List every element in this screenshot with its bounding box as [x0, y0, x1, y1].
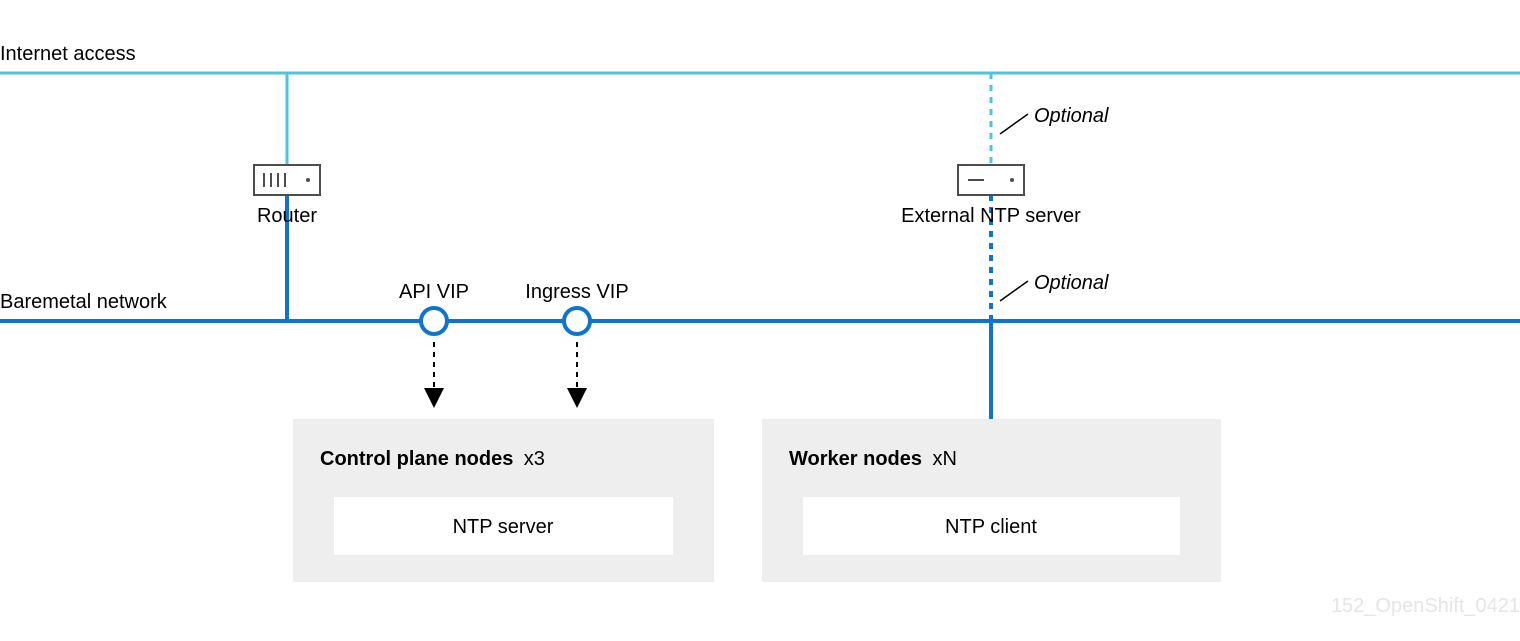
control-plane-title: Control plane nodes x3: [320, 448, 545, 470]
ingress-vip-label: Ingress VIP: [525, 281, 628, 303]
ntp-server-label: NTP server: [453, 516, 554, 538]
internet-access-label: Internet access: [0, 43, 136, 65]
network-diagram: Internet access Baremetal network Option…: [0, 0, 1520, 641]
api-vip-label: API VIP: [399, 281, 469, 303]
worker-title: Worker nodes xN: [789, 448, 957, 470]
callout-line-bottom: [1000, 281, 1028, 301]
optional-top-label: Optional: [1034, 105, 1109, 127]
ingress-vip-node: [564, 308, 590, 334]
watermark: 152_OpenShift_0421: [1331, 595, 1520, 617]
ntp-client-label: NTP client: [945, 516, 1037, 538]
callout-line-top: [1000, 114, 1028, 134]
external-ntp-label: External NTP server: [901, 205, 1081, 227]
ntp-server-icon: [958, 165, 1024, 195]
router-icon: [254, 165, 320, 195]
api-vip-node: [421, 308, 447, 334]
router-label: Router: [257, 205, 317, 227]
optional-bottom-label: Optional: [1034, 272, 1109, 294]
baremetal-network-label: Baremetal network: [0, 291, 168, 313]
